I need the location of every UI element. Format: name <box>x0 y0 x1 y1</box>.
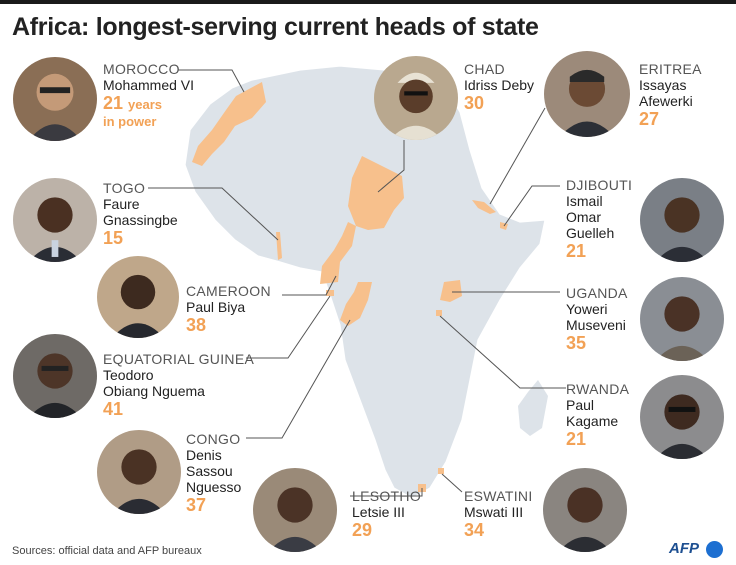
country-name: CONGO <box>186 431 241 447</box>
country-name: CHAD <box>464 61 505 77</box>
portrait-morocco <box>13 57 97 141</box>
leader-name: Mohammed VI <box>103 77 195 93</box>
label-eqguinea: EQUATORIAL GUINEA Teodoro Obiang Nguema … <box>103 351 254 420</box>
leader-name: Sassou <box>186 463 233 479</box>
label-lesotho: LESOTHO Letsie III 29 <box>352 488 421 541</box>
country-name: EQUATORIAL GUINEA <box>103 351 255 367</box>
eritrea-shape <box>472 200 496 214</box>
leader-line-djibouti <box>503 185 560 227</box>
top-rule <box>0 0 736 4</box>
leader-line-morocco <box>178 69 245 93</box>
label-eswatini: ESWATINI Mswati III 34 <box>464 488 533 541</box>
chad-shape <box>348 156 404 230</box>
country-name: CAMEROON <box>186 283 271 299</box>
leader-name: Nguesso <box>186 479 242 495</box>
portrait-cameroon <box>97 256 179 338</box>
label-chad: CHAD Idriss Deby 30 <box>464 61 534 114</box>
leader-line-chad <box>377 140 405 193</box>
years-in-power: 37 <box>186 495 207 515</box>
afp-logo: AFP <box>669 540 699 557</box>
label-togo: TOGO Faure Gnassingbe 15 <box>103 180 178 249</box>
portrait-chad <box>374 56 458 140</box>
country-name: RWANDA <box>566 381 630 397</box>
leader-line-congo <box>246 319 351 439</box>
leader-name: Paul <box>566 397 595 413</box>
leader-name: Faure <box>103 196 140 212</box>
leader-line-eritrea <box>489 107 546 205</box>
label-djibouti: DJIBOUTI Ismail Omar Guelleh 21 <box>566 177 632 262</box>
years-in-power: 34 <box>464 520 485 540</box>
leader-name: Denis <box>186 447 222 463</box>
leader-name: Issayas <box>639 77 687 93</box>
portrait-togo <box>13 178 97 262</box>
label-rwanda: RWANDA Paul Kagame 21 <box>566 381 629 450</box>
leader-name: Afewerki <box>639 93 693 109</box>
years-in-power: 21 years <box>103 93 163 113</box>
leader-line-eqguinea <box>246 295 331 359</box>
years-in-power: 35 <box>566 333 587 353</box>
years-in-power: 30 <box>464 93 485 113</box>
leader-name: Mswati III <box>464 504 524 520</box>
country-name: ERITREA <box>639 61 702 77</box>
leader-name: Letsie III <box>352 504 405 520</box>
leader-line-rwanda <box>439 315 566 389</box>
label-eritrea: ERITREA Issayas Afewerki 27 <box>639 61 702 130</box>
years-in-power: 21 <box>566 241 587 261</box>
eswatini-shape <box>438 468 444 474</box>
leader-name: Omar <box>566 209 601 225</box>
cameroon-shape <box>320 222 356 284</box>
country-name: LESOTHO <box>352 488 422 504</box>
congo-shape <box>340 282 372 326</box>
years-unit-caption: in power <box>103 114 157 129</box>
leader-name: Paul Biya <box>186 299 246 315</box>
years-in-power: 41 <box>103 399 124 419</box>
country-name: UGANDA <box>566 285 628 301</box>
country-name: DJIBOUTI <box>566 177 633 193</box>
years-in-power: 38 <box>186 315 207 335</box>
country-name: TOGO <box>103 180 146 196</box>
portrait-congo <box>97 430 181 514</box>
leader-name: Gnassingbe <box>103 212 178 228</box>
years-in-power: 15 <box>103 228 124 248</box>
leader-name: Museveni <box>566 317 626 333</box>
years-in-power: 27 <box>639 109 660 129</box>
portrait-eswatini <box>543 468 627 552</box>
morocco-shape <box>192 82 266 166</box>
years-in-power: 21 <box>566 429 587 449</box>
leader-name: Ismail <box>566 193 603 209</box>
portrait-lesotho <box>253 468 337 552</box>
label-cameroon: CAMEROON Paul Biya 38 <box>186 283 271 336</box>
leader-name: Teodoro <box>103 367 154 383</box>
years-in-power: 29 <box>352 520 373 540</box>
uganda-shape <box>440 280 462 302</box>
madagascar <box>518 380 548 436</box>
leader-name: Obiang Nguema <box>103 383 205 399</box>
source-note: Sources: official data and AFP bureaux <box>12 545 202 557</box>
leader-name: Kagame <box>566 413 619 429</box>
rwanda-shape <box>436 310 442 316</box>
label-congo: CONGO Denis Sassou Nguesso 37 <box>186 431 241 516</box>
leader-line-cameroon <box>282 275 337 296</box>
leader-name: Idriss Deby <box>464 77 535 93</box>
portrait-eqguinea <box>13 334 97 418</box>
page-title: Africa: longest-serving current heads of… <box>12 13 539 41</box>
country-name: ESWATINI <box>464 488 533 504</box>
afp-logo-dot <box>706 541 723 558</box>
leader-line-lesotho <box>350 488 423 497</box>
leader-name: Guelleh <box>566 225 615 241</box>
country-name: MOROCCO <box>103 61 180 77</box>
portrait-eritrea <box>544 51 630 137</box>
portrait-rwanda <box>640 375 724 459</box>
leader-name: Yoweri <box>566 301 608 317</box>
portrait-uganda <box>640 277 724 361</box>
label-uganda: UGANDA Yoweri Museveni 35 <box>566 285 628 354</box>
leader-line-eswatini <box>441 473 463 493</box>
label-morocco: MOROCCO Mohammed VI 21 years in power <box>103 61 194 131</box>
portrait-djibouti <box>640 178 724 262</box>
leader-line-togo <box>148 187 279 241</box>
